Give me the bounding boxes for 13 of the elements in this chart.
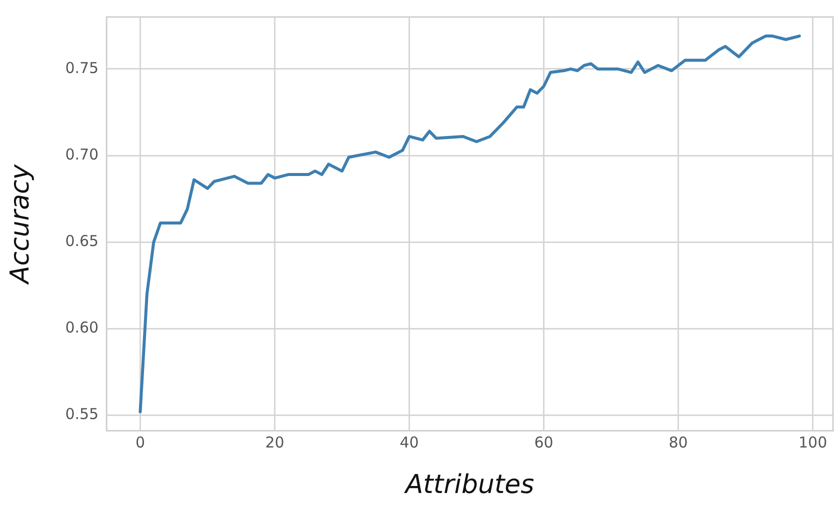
y-tick-label: 0.75 (65, 58, 99, 77)
y-axis-title: Accuracy (5, 164, 36, 286)
x-tick-label: 0 (135, 434, 145, 452)
y-tick-label: 0.60 (65, 318, 99, 337)
y-tick-label: 0.65 (65, 232, 99, 250)
y-tick-label: 0.70 (65, 145, 99, 164)
x-tick-label: 80 (668, 434, 688, 452)
y-tick-label: 0.55 (65, 405, 99, 424)
x-tick-label: 20 (265, 434, 284, 452)
x-tick-label: 60 (534, 434, 554, 452)
x-tick-label: 40 (400, 434, 419, 452)
x-tick-label: 100 (798, 434, 828, 452)
x-axis-title: Attributes (403, 470, 534, 500)
